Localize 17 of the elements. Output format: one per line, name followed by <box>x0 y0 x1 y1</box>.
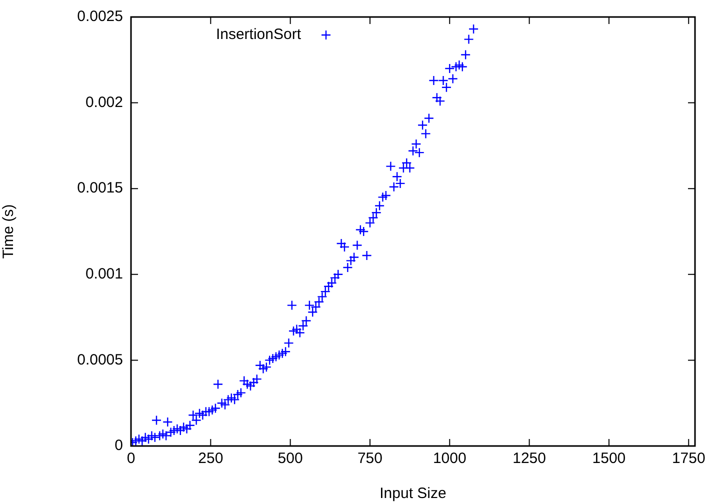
y-tick-label: 0.0005 <box>77 351 123 368</box>
x-tick-label: 1750 <box>672 450 706 468</box>
y-tick-label: 0.001 <box>85 266 123 283</box>
y-tick-label: 0.0025 <box>77 8 123 26</box>
x-tick-label: 250 <box>198 450 224 468</box>
y-axis-title: Time (s) <box>0 204 18 259</box>
x-axis-title: Input Size <box>380 485 446 502</box>
x-tick-label: 1000 <box>432 450 466 468</box>
y-tick-label: 0 <box>114 437 123 454</box>
x-tick-label: 0 <box>126 450 136 468</box>
x-tick-label: 1250 <box>512 450 546 468</box>
x-tick-label: 750 <box>357 450 382 468</box>
x-tick-label: 1500 <box>592 450 626 468</box>
y-tick-label: 0.002 <box>85 94 123 111</box>
y-tick-label: 0.0015 <box>77 180 123 197</box>
legend-label: InsertionSort <box>216 26 302 44</box>
x-tick-label: 500 <box>278 450 303 468</box>
